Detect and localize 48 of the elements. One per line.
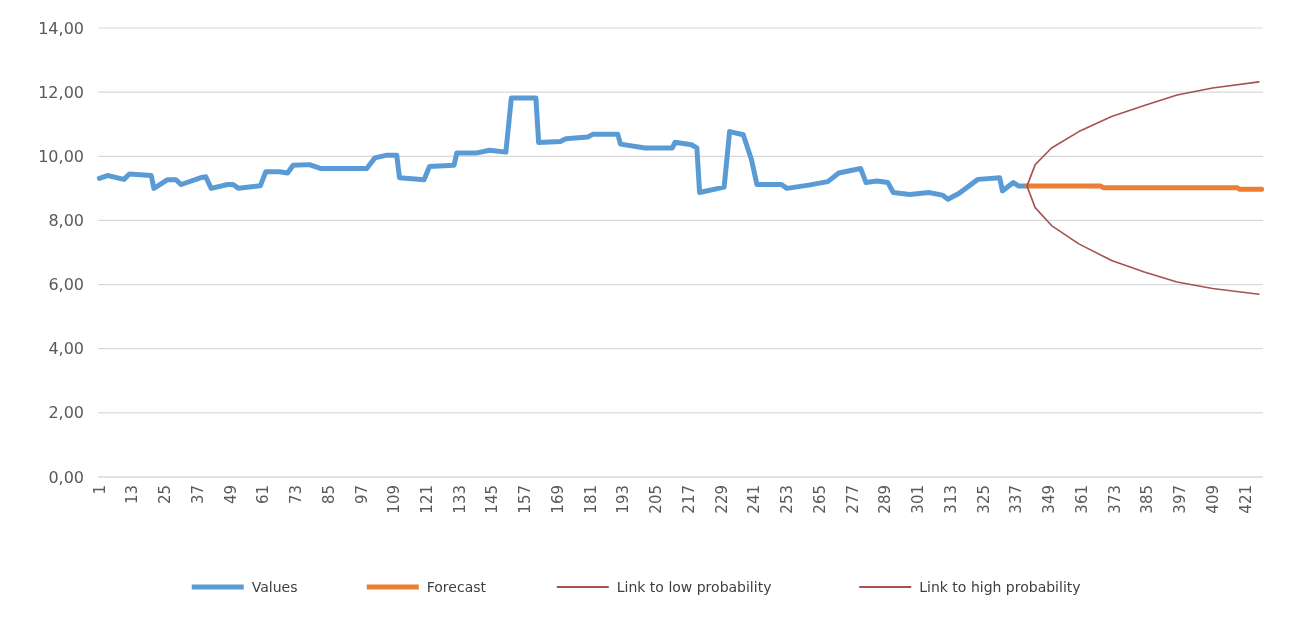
x-tick-label: 181 (581, 485, 600, 514)
x-tick-label: 85 (319, 485, 338, 505)
x-tick-label: 145 (483, 485, 502, 514)
x-tick-label: 25 (156, 485, 175, 505)
x-tick-label: 37 (188, 485, 207, 505)
x-tick-label: 253 (778, 485, 797, 514)
y-tick-label: 14,00 (38, 18, 84, 38)
y-tick-label: 4,00 (48, 339, 84, 359)
y-tick-label: 6,00 (48, 275, 84, 295)
y-tick-label: 0,00 (48, 467, 84, 487)
x-tick-label: 409 (1203, 485, 1222, 514)
x-tick-label: 193 (614, 485, 633, 514)
legend-label: Link to high probability (919, 578, 1081, 595)
x-tick-label: 337 (1007, 485, 1026, 514)
y-tick-label: 8,00 (48, 211, 84, 231)
x-tick-label: 205 (647, 485, 666, 514)
x-tick-label: 373 (1105, 485, 1124, 514)
legend-label: Values (251, 578, 298, 595)
x-tick-label: 229 (712, 485, 731, 514)
x-tick-label: 157 (516, 485, 535, 514)
x-tick-label: 1 (90, 485, 109, 495)
x-tick-label: 133 (450, 485, 469, 514)
x-tick-label: 73 (287, 485, 306, 505)
y-tick-label: 2,00 (48, 403, 84, 423)
x-tick-label: 421 (1236, 485, 1255, 514)
x-tick-label: 397 (1171, 485, 1190, 514)
x-tick-label: 49 (221, 485, 240, 505)
x-tick-label: 349 (1040, 485, 1059, 514)
x-tick-label: 265 (810, 485, 829, 514)
x-tick-label: 121 (418, 485, 437, 514)
x-tick-label: 109 (385, 485, 404, 514)
x-tick-label: 313 (941, 485, 960, 514)
x-tick-label: 13 (123, 485, 142, 505)
x-tick-label: 361 (1072, 485, 1091, 514)
x-tick-label: 301 (909, 485, 928, 514)
legend-label: Forecast (426, 578, 487, 595)
x-tick-label: 217 (679, 485, 698, 514)
x-tick-label: 169 (548, 485, 567, 514)
x-tick-label: 325 (974, 485, 993, 514)
y-tick-label: 12,00 (38, 82, 84, 102)
x-tick-label: 241 (745, 485, 764, 514)
x-tick-label: 277 (843, 485, 862, 514)
y-tick-label: 10,00 (38, 146, 84, 166)
x-tick-label: 289 (876, 485, 895, 514)
x-tick-label: 385 (1138, 485, 1157, 514)
legend-label: Link to low probability (616, 578, 772, 595)
x-tick-label: 61 (254, 485, 273, 505)
x-tick-label: 97 (352, 485, 371, 505)
